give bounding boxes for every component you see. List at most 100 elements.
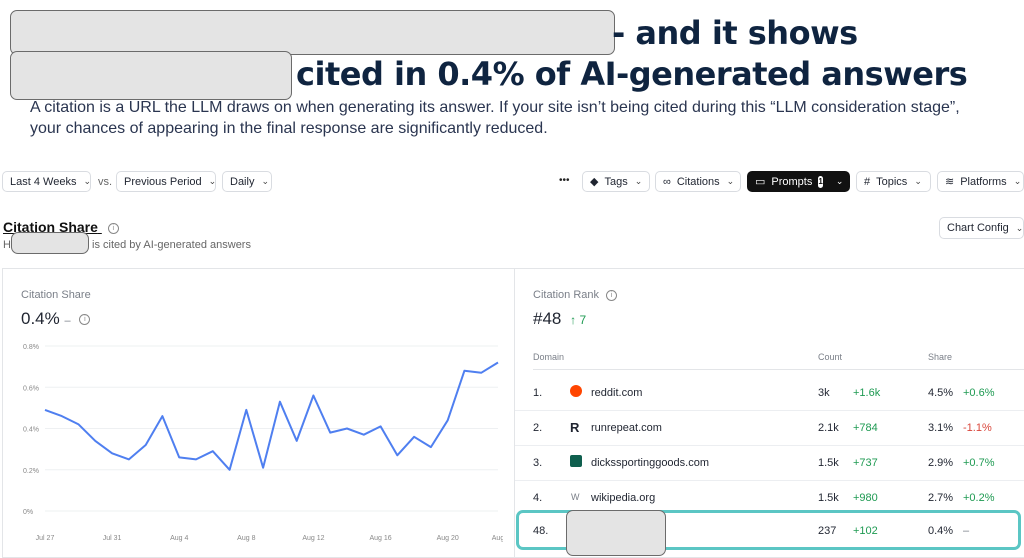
table-row[interactable]: 1. reddit.com 3k +1.6k 4.5% +0.6% bbox=[515, 375, 1024, 411]
date-range-label: Last 4 Weeks bbox=[10, 175, 77, 188]
link-icon: ∞ bbox=[663, 175, 671, 188]
section-title: Citation Share i bbox=[3, 219, 119, 235]
prompts-label: Prompts bbox=[771, 175, 813, 188]
row-count: 1.5k bbox=[818, 457, 839, 469]
row-count-delta: +102 bbox=[853, 525, 878, 537]
tags-label: Tags bbox=[604, 175, 628, 188]
y-tick-label: 0.4% bbox=[23, 427, 39, 434]
chart-config-button[interactable]: Chart Config ⌄ bbox=[939, 217, 1024, 239]
x-tick-label: Aug 4 bbox=[170, 535, 188, 542]
info-icon[interactable]: i bbox=[107, 222, 119, 234]
row-share: 4.5% bbox=[928, 387, 954, 399]
row-domain: reddit.com bbox=[591, 387, 643, 399]
info-icon[interactable]: i bbox=[606, 289, 618, 301]
citation-share-panel: Citation Share 0.4% – i 0% 0.2% 0.4% 0.6% 0.… bbox=[2, 268, 515, 558]
compare-select[interactable]: Previous Period ⌄ bbox=[116, 171, 216, 192]
redacted-block-headline-1 bbox=[10, 10, 615, 55]
citation-share-delta: – bbox=[64, 315, 71, 327]
tag-icon: ◆ bbox=[590, 176, 599, 188]
row-count: 1.5k bbox=[818, 492, 839, 504]
row-rank: 2. bbox=[533, 422, 543, 434]
headline-line2: cited in 0.4% of AI-generated answers bbox=[296, 55, 968, 93]
table-row[interactable]: 2. R runrepeat.com 2.1k +784 3.1% -1.1% bbox=[515, 410, 1024, 446]
row-domain: runrepeat.com bbox=[591, 422, 662, 434]
column-header-domain: Domain bbox=[533, 352, 565, 362]
y-tick-label: 0.2% bbox=[23, 468, 39, 475]
citation-share-value-row: 0.4% – i bbox=[21, 309, 91, 329]
chevron-down-icon: ⌄ bbox=[726, 176, 735, 186]
x-tick-label: Aug 20 bbox=[437, 535, 459, 542]
chevron-down-icon: ⌄ bbox=[83, 176, 91, 186]
vs-label: vs. bbox=[98, 176, 113, 188]
header-divider bbox=[533, 369, 1024, 370]
redacted-block-row-domain bbox=[566, 510, 666, 556]
row-share: 0.4% bbox=[928, 525, 954, 537]
chevron-down-icon: ⌄ bbox=[1013, 176, 1022, 186]
redacted-block-headline-2 bbox=[10, 51, 292, 100]
x-tick-label: Aug bbox=[492, 535, 503, 542]
citation-rank-panel: Citation Rank i #48 ↑ 7 Domain Count Sha… bbox=[514, 268, 1024, 558]
platforms-filter[interactable]: ≋ Platforms ⌄ bbox=[937, 171, 1024, 192]
row-rank: 4. bbox=[533, 492, 543, 504]
citation-rank-value: #48 bbox=[533, 309, 562, 328]
compare-label: Previous Period bbox=[124, 175, 202, 188]
chevron-down-icon: ⌄ bbox=[634, 176, 643, 186]
section-desc-prefix: H bbox=[3, 239, 11, 251]
runrepeat-logo-icon: R bbox=[570, 420, 580, 435]
reddit-logo-icon bbox=[570, 385, 582, 397]
platforms-label: Platforms bbox=[960, 175, 1007, 188]
more-menu-button[interactable]: ••• bbox=[559, 175, 570, 186]
chevron-down-icon: ⌄ bbox=[914, 176, 922, 186]
row-count-delta: +737 bbox=[853, 457, 878, 469]
prompts-filter[interactable]: ▭ Prompts 1 ⌄ bbox=[747, 171, 850, 192]
citations-label: Citations bbox=[676, 175, 720, 188]
row-count-delta: +784 bbox=[853, 422, 878, 434]
section-title-text: Citation Share bbox=[3, 219, 98, 235]
row-rank: 48. bbox=[533, 525, 549, 537]
section-desc: is cited by AI-generated answers bbox=[92, 239, 251, 251]
citation-rank-delta: ↑ 7 bbox=[570, 313, 587, 327]
x-tick-label: Aug 16 bbox=[369, 535, 391, 542]
row-share-delta: – bbox=[963, 525, 970, 537]
row-rank: 3. bbox=[533, 457, 543, 469]
row-count: 3k bbox=[818, 387, 830, 399]
info-icon[interactable]: i bbox=[79, 314, 91, 326]
citation-share-label: Citation Share bbox=[21, 289, 91, 301]
table-row[interactable]: 4. W wikipedia.org 1.5k +980 2.7% +0.2% bbox=[515, 480, 1024, 515]
citation-share-value: 0.4% bbox=[21, 309, 60, 328]
topics-label: Topics bbox=[876, 175, 908, 188]
column-header-share: Share bbox=[928, 352, 953, 362]
dicks-logo-icon bbox=[570, 455, 582, 467]
column-header-count: Count bbox=[818, 352, 843, 362]
headline-line1: - and it shows bbox=[612, 14, 858, 52]
citation-rank-label-text: Citation Rank bbox=[533, 289, 600, 301]
citation-rank-value-row: #48 ↑ 7 bbox=[533, 309, 586, 329]
row-share-delta: +0.6% bbox=[963, 387, 995, 399]
x-tick-label: Aug 8 bbox=[237, 535, 255, 542]
prompts-count-badge: 1 bbox=[818, 175, 823, 188]
row-share: 3.1% bbox=[928, 422, 954, 434]
citations-filter[interactable]: ∞ Citations ⌄ bbox=[655, 171, 741, 192]
y-tick-label: 0.8% bbox=[23, 344, 39, 351]
tags-filter[interactable]: ◆ Tags ⌄ bbox=[582, 171, 650, 192]
y-tick-label: 0% bbox=[23, 509, 33, 516]
layers-icon: ≋ bbox=[945, 176, 955, 188]
x-tick-label: Jul 31 bbox=[103, 535, 122, 542]
granularity-select[interactable]: Daily ⌄ bbox=[222, 171, 272, 192]
row-share-delta: +0.2% bbox=[963, 492, 995, 504]
date-range-select[interactable]: Last 4 Weeks ⌄ bbox=[2, 171, 91, 192]
row-count-delta: +980 bbox=[853, 492, 878, 504]
row-share-delta: -1.1% bbox=[963, 422, 992, 434]
chevron-down-icon: ⌄ bbox=[208, 176, 217, 186]
chevron-down-icon: ⌄ bbox=[1015, 222, 1024, 233]
row-share: 2.9% bbox=[928, 457, 954, 469]
topics-filter[interactable]: # Topics ⌄ bbox=[856, 171, 931, 192]
row-rank: 1. bbox=[533, 387, 543, 399]
citation-share-chart: 0% 0.2% 0.4% 0.6% 0.8% Jul 27 Jul 31 Aug 4 Aug 8… bbox=[23, 344, 503, 542]
row-share-delta: +0.7% bbox=[963, 457, 995, 469]
message-icon: ▭ bbox=[755, 176, 766, 188]
citation-share-line bbox=[44, 361, 499, 471]
table-row[interactable]: 3. dickssportinggoods.com 1.5k +737 2.9%… bbox=[515, 445, 1024, 481]
hash-icon: # bbox=[864, 175, 871, 188]
row-share: 2.7% bbox=[928, 492, 954, 504]
